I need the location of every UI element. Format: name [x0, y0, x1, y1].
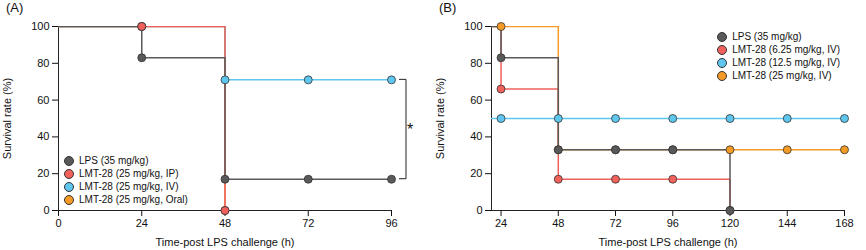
svg-text:144: 144 — [778, 217, 796, 229]
svg-text:24: 24 — [495, 217, 507, 229]
svg-text:Survival rate (%): Survival rate (%) — [434, 78, 446, 159]
svg-text:24: 24 — [136, 217, 148, 229]
html-text:(B): (B) — [439, 0, 457, 15]
html-text:LMT-28 (25 mg/kg, Oral): LMT-28 (25 mg/kg, Oral) — [79, 194, 188, 205]
svg-text:72: 72 — [609, 217, 621, 229]
svg-text:168: 168 — [835, 217, 853, 229]
svg-text:96: 96 — [385, 217, 397, 229]
html-text:LPS (35 mg/kg): LPS (35 mg/kg) — [79, 155, 149, 166]
svg-text:72: 72 — [302, 217, 314, 229]
svg-text:100: 100 — [31, 20, 49, 32]
svg-text:Time-post LPS challenge (h): Time-post LPS challenge (h) — [156, 236, 295, 248]
html-text:(A): (A) — [6, 0, 24, 15]
svg-text:120: 120 — [721, 217, 739, 229]
svg-text:20: 20 — [37, 167, 49, 179]
html-text:LMT-28 (25 mg/kg, IV): LMT-28 (25 mg/kg, IV) — [79, 181, 179, 192]
html-text:LMT-28 (6.25 mg/kg, IV): LMT-28 (6.25 mg/kg, IV) — [732, 44, 840, 55]
svg-text:0: 0 — [43, 204, 49, 216]
html-text:LPS (35 mg/kg): LPS (35 mg/kg) — [732, 31, 802, 42]
svg-text:0: 0 — [55, 217, 61, 229]
html-text:LMT-28 (12.5 mg/kg, IV): LMT-28 (12.5 mg/kg, IV) — [732, 57, 840, 68]
svg-text:60: 60 — [37, 94, 49, 106]
svg-text:80: 80 — [470, 57, 482, 69]
svg-text:48: 48 — [552, 217, 564, 229]
svg-text:*: * — [407, 121, 413, 138]
html-text:LMT-28 (25 mg/kg, IP): LMT-28 (25 mg/kg, IP) — [79, 168, 179, 179]
svg-text:48: 48 — [219, 217, 231, 229]
svg-text:0: 0 — [476, 204, 482, 216]
svg-text:60: 60 — [470, 94, 482, 106]
svg-text:96: 96 — [667, 217, 679, 229]
svg-text:Survival rate (%): Survival rate (%) — [1, 78, 13, 159]
svg-text:Time-post LPS challenge (h): Time-post LPS challenge (h) — [599, 236, 738, 248]
svg-text:40: 40 — [37, 130, 49, 142]
svg-text:80: 80 — [37, 57, 49, 69]
html-text:LMT-28 (25 mg/kg, IV): LMT-28 (25 mg/kg, IV) — [732, 70, 832, 81]
svg-text:40: 40 — [470, 130, 482, 142]
svg-text:100: 100 — [464, 20, 482, 32]
svg-text:20: 20 — [470, 167, 482, 179]
